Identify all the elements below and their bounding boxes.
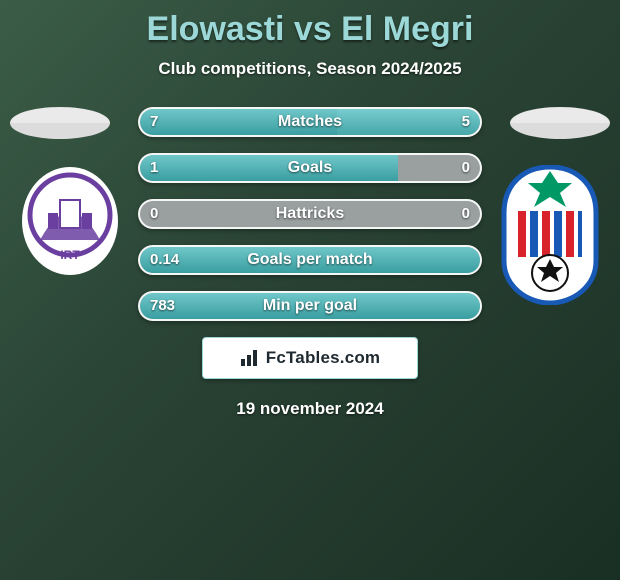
ittihad-tanger-crest: IRT	[20, 165, 120, 277]
svg-text:IRT: IRT	[60, 248, 80, 262]
stat-bar: 783Min per goal	[138, 291, 482, 321]
mat-tetouan-crest	[500, 165, 600, 305]
stat-bar: 00Hattricks	[138, 199, 482, 229]
stat-bar: 10Goals	[138, 153, 482, 183]
subtitle: Club competitions, Season 2024/2025	[0, 59, 620, 79]
page-title: Elowasti vs El Megri	[0, 0, 620, 49]
stat-bars: 75Matches 10Goals 00Hattricks 0.14Goals per…	[138, 107, 482, 321]
stat-bar: 75Matches	[138, 107, 482, 137]
crest-right-svg	[500, 165, 600, 305]
flag-placeholder-left	[10, 107, 110, 139]
comparison-stage: IRT 75Matches 10Goals 00Hattricks 0.14Goals…	[0, 107, 620, 321]
flag-placeholder-right	[510, 107, 610, 139]
stat-label: Min per goal	[140, 293, 480, 319]
crest-left-svg: IRT	[20, 165, 120, 277]
date-label: 19 november 2024	[0, 399, 620, 419]
stat-bar: 0.14Goals per match	[138, 245, 482, 275]
stat-label: Matches	[140, 109, 480, 135]
stat-label: Goals per match	[140, 247, 480, 273]
bar-chart-icon	[240, 348, 260, 368]
stat-label: Hattricks	[140, 201, 480, 227]
fctables-logo[interactable]: FcTables.com	[202, 337, 418, 379]
stat-label: Goals	[140, 155, 480, 181]
brand-label: FcTables.com	[266, 348, 381, 368]
